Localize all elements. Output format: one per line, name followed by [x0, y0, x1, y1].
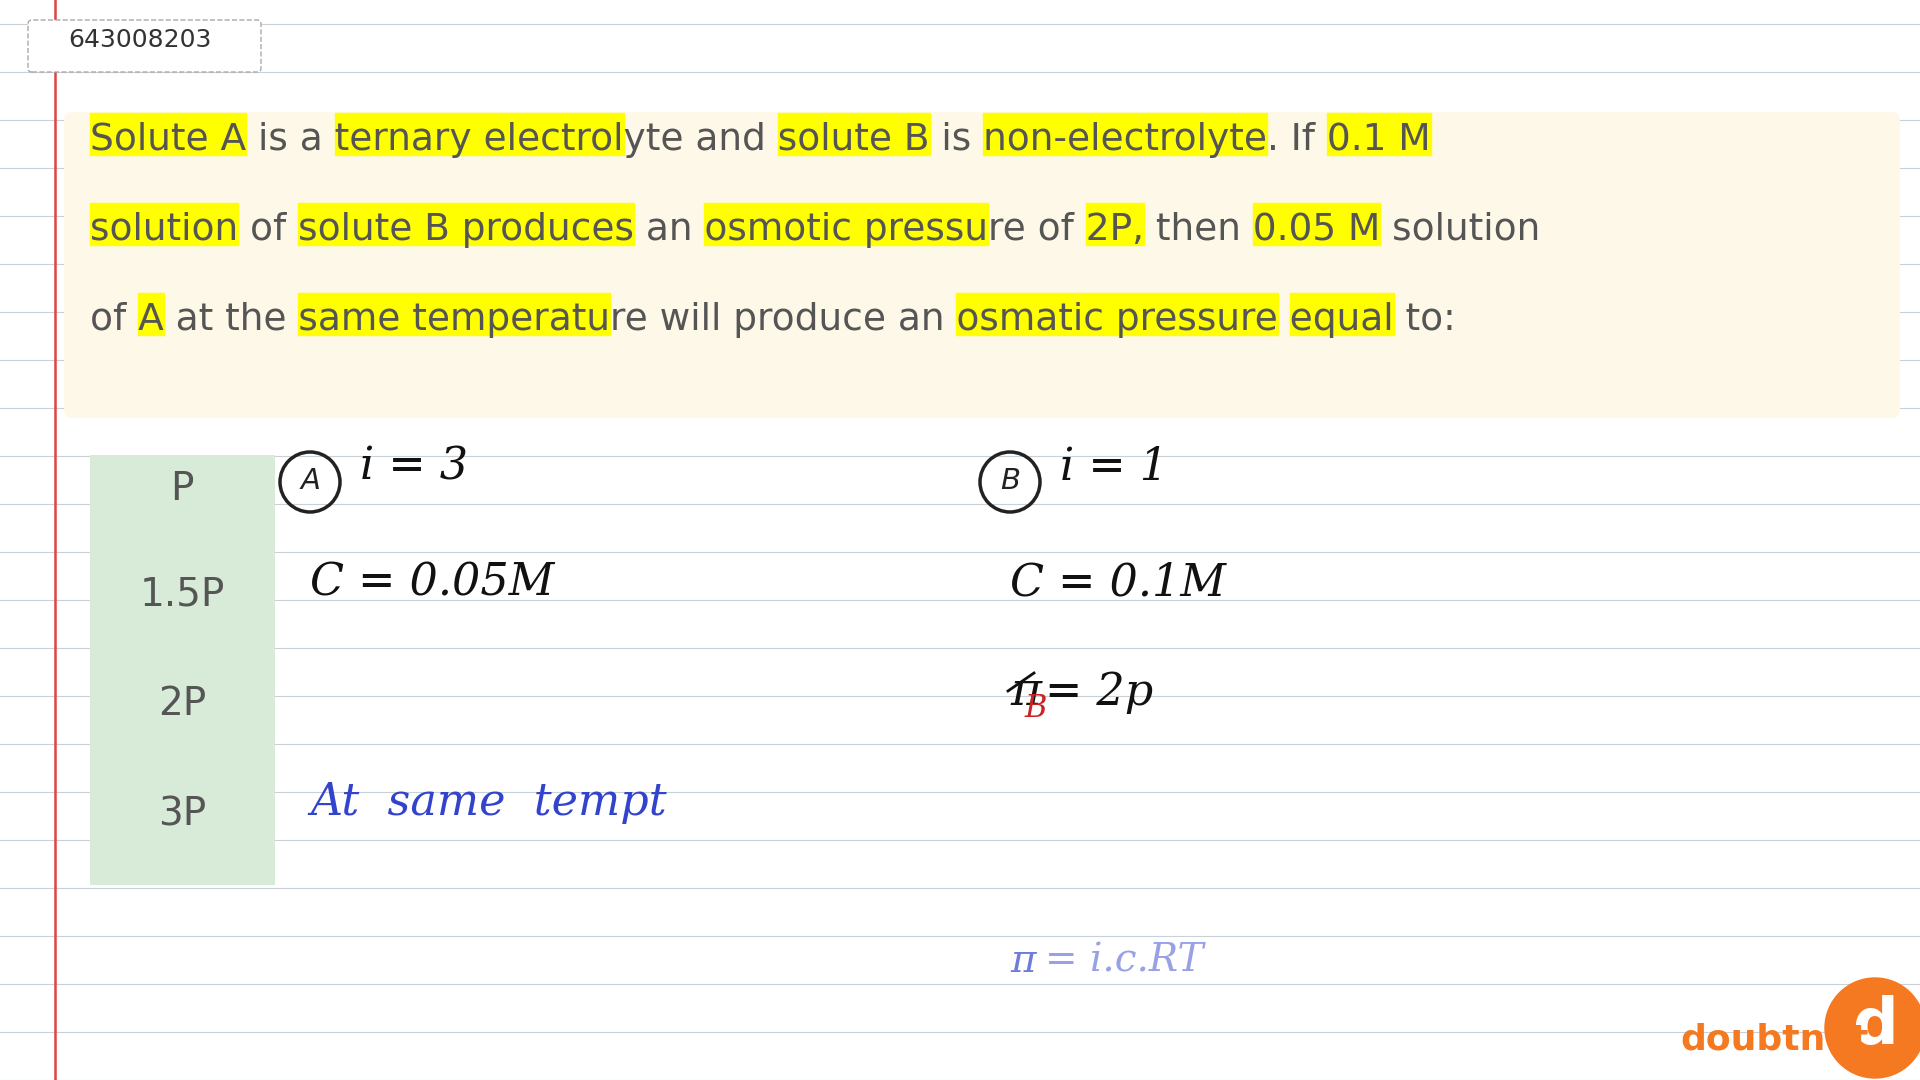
- Text: = i.c.RT: = i.c.RT: [1044, 943, 1204, 980]
- Text: A: A: [300, 467, 321, 495]
- Text: 1.5P: 1.5P: [140, 575, 225, 613]
- Text: B: B: [1023, 693, 1046, 724]
- Bar: [334, 113, 624, 156]
- Text: i = 1: i = 1: [1060, 446, 1167, 489]
- Bar: [298, 203, 634, 245]
- Text: C = 0.1M: C = 0.1M: [1010, 561, 1227, 604]
- Text: i = 3: i = 3: [361, 446, 468, 489]
- Text: solution of solute B produces an osmotic pressure of 2P, then 0.05 M solution: solution of solute B produces an osmotic…: [90, 212, 1540, 248]
- FancyBboxPatch shape: [29, 21, 261, 72]
- Text: P: P: [171, 470, 194, 508]
- Bar: [983, 113, 1267, 156]
- Bar: [1085, 203, 1144, 245]
- Text: 643008203: 643008203: [67, 28, 211, 52]
- Text: B: B: [1000, 467, 1020, 495]
- Text: At  same  tempt: At same tempt: [309, 781, 666, 824]
- Bar: [298, 293, 611, 335]
- Text: π: π: [1010, 670, 1041, 715]
- Bar: [1327, 113, 1430, 156]
- FancyBboxPatch shape: [63, 112, 1901, 418]
- Bar: [1290, 293, 1394, 335]
- Text: C = 0.05M: C = 0.05M: [309, 561, 555, 604]
- Text: π: π: [1010, 943, 1035, 980]
- Bar: [90, 113, 246, 156]
- Bar: [1252, 203, 1380, 245]
- Text: 3P: 3P: [157, 795, 205, 833]
- Text: d: d: [1853, 995, 1897, 1057]
- Text: = 2p: = 2p: [1044, 671, 1154, 714]
- Bar: [956, 293, 1277, 335]
- Text: Solute A is a ternary electrolyte and solute B is non-electrolyte. If 0.1 M: Solute A is a ternary electrolyte and so…: [90, 122, 1430, 158]
- FancyBboxPatch shape: [90, 455, 275, 885]
- Bar: [90, 203, 238, 245]
- Bar: [705, 203, 989, 245]
- Circle shape: [1826, 978, 1920, 1078]
- Text: doubtnut: doubtnut: [1680, 1023, 1870, 1057]
- Bar: [138, 293, 163, 335]
- Text: of A at the same temperature will produce an osmatic pressure equal to:: of A at the same temperature will produc…: [90, 302, 1455, 338]
- Bar: [778, 113, 929, 156]
- Text: 2P: 2P: [157, 685, 205, 723]
